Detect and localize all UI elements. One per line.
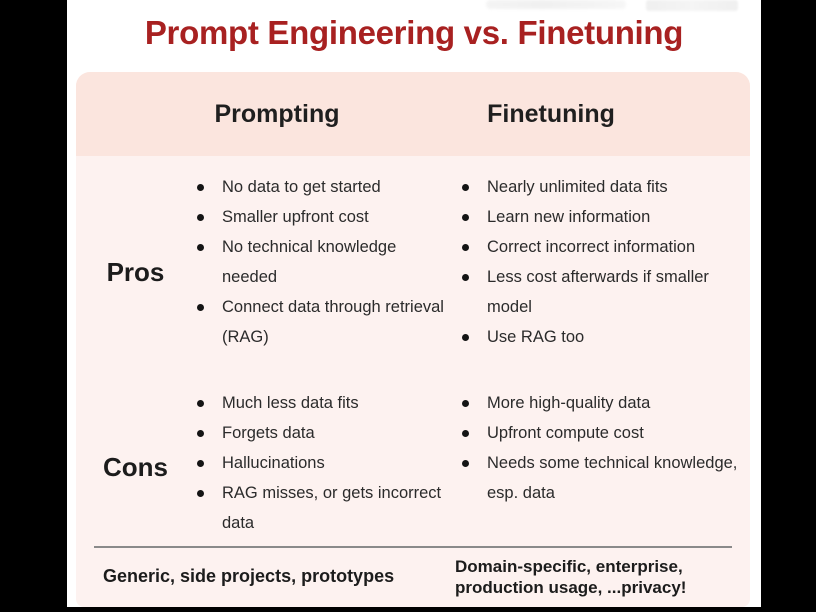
bullet-item: No data to get started (195, 172, 460, 202)
bullet-item: Nearly unlimited data fits (460, 172, 750, 202)
bullet-item: Learn new information (460, 202, 750, 232)
bullet-item: Hallucinations (195, 448, 460, 478)
cons-prompting-list: Much less data fits Forgets data Hallucina… (195, 388, 460, 546)
watermark (486, 0, 738, 13)
right-letterbox-bar (761, 0, 816, 612)
pros-prompting-list: No data to get started Smaller upfront co… (195, 156, 460, 388)
table-header-row: Prompting Finetuning (76, 72, 750, 156)
cons-finetuning-list: More high-quality data Upfront compute co… (460, 388, 750, 546)
bullet-item: Correct incorrect information (460, 232, 750, 262)
page-title: Prompt Engineering vs. Finetuning (144, 14, 684, 51)
bullet-item: More high-quality data (460, 388, 750, 418)
bullet-item: Upfront compute cost (460, 418, 750, 448)
comparison-table: Prompting Finetuning Pros No data to get… (76, 72, 750, 607)
table-footer-row: Generic, side projects, prototypes Domai… (94, 546, 732, 605)
table-row-pros: Pros No data to get started Smaller upfro… (76, 156, 750, 388)
bullet-item: Much less data fits (195, 388, 460, 418)
bullet-item: No technical knowledge needed (195, 232, 460, 292)
bullet-item: Needs some technical knowledge, esp. dat… (460, 448, 750, 508)
bullet-item: Connect data through retrieval (RAG) (195, 292, 460, 352)
column-header-finetuning: Finetuning (487, 99, 615, 128)
bullet-item: Forgets data (195, 418, 460, 448)
column-header-prompting: Prompting (214, 99, 340, 128)
bullet-item: RAG misses, or gets incorrect data (195, 478, 460, 538)
bullet-item: Smaller upfront cost (195, 202, 460, 232)
bullet-item: Use RAG too (460, 322, 750, 352)
bullet-item: Less cost afterwards if smaller model (460, 262, 750, 322)
row-label-cons: Cons (103, 451, 168, 482)
bottom-letterbox-bar (0, 607, 816, 612)
footer-finetuning-summary: Domain-specific, enterprise, production … (455, 556, 687, 597)
left-letterbox-bar (0, 0, 67, 612)
watermark-signature-icon (486, 0, 626, 9)
footer-prompting-summary: Generic, side projects, prototypes (103, 566, 395, 586)
row-label-pros: Pros (106, 256, 165, 287)
table-row-cons: Cons Much less data fits Forgets data Hall… (76, 388, 750, 546)
watermark-logo-icon (646, 0, 738, 11)
pros-finetuning-list: Nearly unlimited data fits Learn new info… (460, 156, 750, 388)
